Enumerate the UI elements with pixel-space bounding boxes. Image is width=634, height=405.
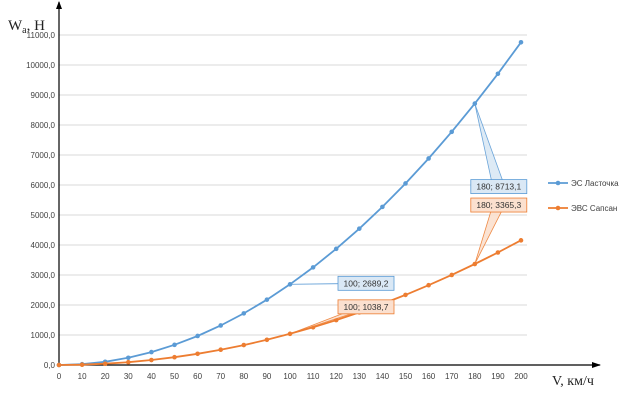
y-axis-title-sub: a [22, 25, 27, 36]
data-callouts: 100; 2689,2 100; 1038,7 180; 8713,1 180; 33… [289, 103, 528, 335]
callout-pointer [474, 103, 506, 188]
legend-label-0: ЭС Ласточка [571, 179, 619, 188]
y-tick-label: 10000,0 [26, 61, 55, 70]
callout-box [470, 197, 528, 213]
x-tick-label: 80 [239, 372, 248, 381]
series-point-0 [218, 323, 223, 328]
y-tick-label: 1000,0 [31, 331, 56, 340]
series-point-1 [195, 351, 200, 357]
x-tick-label: 120 [330, 372, 344, 381]
series-point-1 [403, 292, 408, 298]
y-tick-label: 6000,0 [31, 181, 56, 190]
axes [56, 1, 601, 368]
y-tick-label: 11000,0 [27, 31, 56, 40]
x-tick-label: 170 [445, 372, 459, 381]
x-tick-label: 60 [193, 372, 202, 381]
legend-marker-0 [555, 180, 561, 186]
series-line-1 [58, 239, 522, 366]
series-point-1 [241, 342, 247, 348]
series-point-1 [518, 238, 524, 243]
series-point-1 [79, 362, 85, 368]
series-point-0 [126, 355, 131, 361]
y-axis-arrow [56, 1, 62, 9]
x-tick-label: 40 [147, 372, 156, 381]
callout-label: 100; 2689,2 [344, 278, 389, 288]
x-tick-label: 180 [468, 372, 482, 381]
y-tick-label: 3000,0 [31, 271, 56, 280]
series-point-0 [403, 181, 408, 186]
x-tick-label: 150 [399, 372, 413, 381]
x-tick-label: 20 [101, 372, 110, 381]
gridlines [59, 34, 527, 336]
callout-label: 180; 3365,3 [476, 200, 521, 210]
series-point-0 [195, 333, 200, 339]
x-tick-label: 140 [376, 372, 390, 381]
callout-label: 100; 1038,7 [344, 302, 389, 312]
series-point-1 [102, 361, 108, 367]
x-tick-label: 70 [216, 372, 225, 381]
series-point-0 [264, 297, 270, 302]
legend-label-1: ЭВС Сапсан [571, 204, 617, 213]
y-tick-label: 2000,0 [31, 301, 56, 310]
series-point-0 [426, 156, 431, 161]
series-point-1 [495, 250, 501, 255]
series-point-0 [495, 71, 501, 77]
x-axis-arrow [592, 362, 601, 368]
series-point-0 [241, 311, 247, 316]
callout-pointer [474, 204, 506, 265]
series-point-1 [264, 337, 270, 343]
x-tick-label: 10 [78, 372, 87, 381]
x-tick-label: 110 [307, 372, 320, 381]
series-point-1 [426, 282, 431, 288]
y-axis-title: Wa, Н [8, 18, 45, 36]
series-point-0 [149, 349, 154, 355]
y-axis-title-main: W [8, 18, 23, 34]
y-axis-title-unit: , Н [27, 18, 46, 34]
y-tick-label: 9000,0 [31, 91, 56, 100]
x-axis-title: V, км/ч [552, 374, 594, 389]
x-tick-label: 100 [283, 372, 297, 381]
series-lines [56, 39, 524, 368]
y-tick-label: 8000,0 [31, 121, 56, 130]
y-tick-label: 4000,0 [31, 241, 56, 250]
x-tick-label: 160 [422, 372, 436, 381]
x-tick-label: 90 [262, 372, 271, 381]
callout-label: 180; 8713,1 [476, 182, 521, 192]
series-point-1 [126, 359, 131, 365]
x-tick-label: 130 [353, 372, 367, 381]
tick-labels: 0,0 1000,0 2000,0 3000,0 4000,0 5000,0 6000,0 7… [26, 31, 528, 381]
y-tick-label: 5000,0 [31, 211, 56, 220]
series-point-0 [310, 265, 316, 270]
series-point-1 [56, 362, 62, 368]
series-point-1 [449, 272, 455, 278]
series-point-1 [218, 347, 223, 353]
x-tick-label: 30 [124, 372, 133, 381]
callout-box [470, 179, 528, 195]
callout-box [337, 275, 395, 291]
series-point-0 [172, 342, 177, 348]
series-point-1 [172, 354, 177, 360]
x-tick-label: 200 [514, 372, 528, 381]
series-point-0 [449, 129, 455, 135]
series-point-1 [149, 357, 154, 363]
series-point-0 [380, 204, 385, 210]
legend-marker-1 [555, 205, 561, 211]
series-line-0 [58, 41, 522, 366]
series-point-0 [333, 246, 339, 252]
series-point-0 [518, 39, 524, 45]
callout-box [337, 299, 395, 315]
x-tick-label: 0 [57, 372, 62, 381]
series-point-0 [357, 226, 362, 231]
x-tick-label: 50 [170, 372, 179, 381]
y-tick-label: 7000,0 [31, 151, 56, 160]
legend: ЭС Ласточка ЭВС Сапсан [548, 179, 619, 213]
y-tick-label: 0,0 [44, 361, 56, 370]
x-tick-label: 190 [491, 372, 505, 381]
